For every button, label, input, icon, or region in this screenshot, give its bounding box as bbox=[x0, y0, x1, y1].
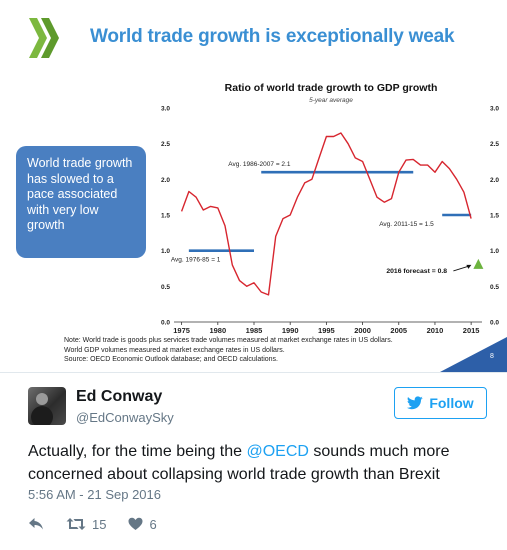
forecast-label: 2016 forecast = 0.8 bbox=[386, 268, 447, 275]
y-tick-label-left: 1.5 bbox=[161, 213, 170, 220]
y-tick-label-left: 1.0 bbox=[161, 248, 170, 255]
display-name[interactable]: Ed Conway bbox=[76, 388, 163, 405]
retweet-count: 15 bbox=[92, 516, 107, 532]
tweet-text: Actually, for the time being the @OECD s… bbox=[28, 440, 478, 486]
twitter-bird-icon bbox=[407, 396, 424, 410]
retweet-button[interactable]: 15 bbox=[66, 517, 106, 532]
user-handle[interactable]: @EdConwaySky bbox=[76, 410, 174, 425]
y-tick-label-right: 1.0 bbox=[490, 248, 499, 255]
y-tick-label-left: 3.0 bbox=[161, 106, 170, 113]
average-label: Avg. 2011-15 = 1.5 bbox=[379, 221, 434, 228]
follow-button[interactable]: Follow bbox=[394, 387, 487, 419]
like-count: 6 bbox=[149, 516, 157, 532]
chart-title: Ratio of world trade growth to GDP growt… bbox=[225, 82, 438, 94]
reply-icon bbox=[29, 518, 43, 530]
y-tick-label-right: 2.0 bbox=[490, 177, 499, 184]
y-tick-label-right: 3.0 bbox=[490, 106, 499, 113]
y-tick-label-left: 2.0 bbox=[161, 177, 170, 184]
y-tick-label-left: 2.5 bbox=[161, 141, 170, 148]
page-number: 8 bbox=[490, 353, 494, 360]
y-tick-label-left: 0.5 bbox=[161, 284, 170, 291]
average-label: Avg. 1976-85 = 1 bbox=[171, 257, 221, 264]
x-tick-label: 1980 bbox=[209, 326, 226, 335]
y-tick-label-right: 0.5 bbox=[490, 284, 499, 291]
slide-corner-decoration bbox=[440, 337, 507, 372]
ratio-series-line bbox=[180, 132, 472, 296]
avatar[interactable] bbox=[28, 387, 66, 425]
y-tick-label-right: 2.5 bbox=[490, 141, 499, 148]
y-tick-label-right: 0.0 bbox=[490, 320, 499, 327]
heart-icon bbox=[128, 517, 143, 530]
tweet-body bbox=[0, 372, 507, 550]
x-tick-label: 2015 bbox=[463, 326, 480, 335]
x-tick-label: 1985 bbox=[246, 326, 263, 335]
reply-button[interactable] bbox=[28, 517, 44, 531]
x-tick-label: 2000 bbox=[354, 326, 371, 335]
note-line: Source: OECD Economic Outlook database; … bbox=[64, 356, 278, 364]
timestamp[interactable]: 5:56 AM - 21 Sep 2016 bbox=[28, 487, 161, 502]
forecast-arrow bbox=[453, 265, 470, 272]
trade-gdp-chart: Ratio of world trade growth to GDP growt… bbox=[161, 82, 507, 372]
callout-box: World trade growth has slowed to a pace … bbox=[16, 146, 146, 258]
note-line: Note: World trade is goods plus services… bbox=[64, 337, 393, 344]
x-tick-label: 2005 bbox=[390, 326, 407, 335]
forecast-arrowhead bbox=[466, 264, 472, 269]
x-tick-label: 1975 bbox=[173, 326, 190, 335]
forecast-marker bbox=[473, 258, 484, 269]
x-tick-label: 1995 bbox=[318, 326, 335, 335]
y-tick-label-right: 1.5 bbox=[490, 213, 499, 220]
x-tick-label: 1990 bbox=[282, 326, 299, 335]
oecd-logo bbox=[29, 18, 59, 58]
tweet-image[interactable]: World trade growth is exceptionally weak… bbox=[0, 0, 507, 372]
average-label: Avg. 1986-2007 = 2.1 bbox=[228, 161, 291, 168]
mention-link[interactable]: @OECD bbox=[246, 443, 309, 460]
chart-subtitle: 5-year average bbox=[309, 97, 353, 104]
slide-title: World trade growth is exceptionally weak bbox=[90, 26, 455, 47]
tweet-text-end: sounds much more concerned about collaps… bbox=[28, 443, 450, 483]
chart-notes: Note: World trade is goods plus services… bbox=[64, 336, 393, 365]
follow-label: Follow bbox=[429, 395, 474, 411]
like-button[interactable]: 6 bbox=[128, 516, 157, 532]
note-line: World GDP volumes measured at market exc… bbox=[64, 346, 285, 354]
y-tick-label-left: 0.0 bbox=[161, 320, 170, 327]
tweet-actions: 15 6 bbox=[28, 515, 179, 533]
x-tick-label: 2010 bbox=[427, 326, 444, 335]
tweet-text-start: Actually, for the time being the bbox=[28, 443, 247, 460]
retweet-icon bbox=[66, 518, 86, 530]
